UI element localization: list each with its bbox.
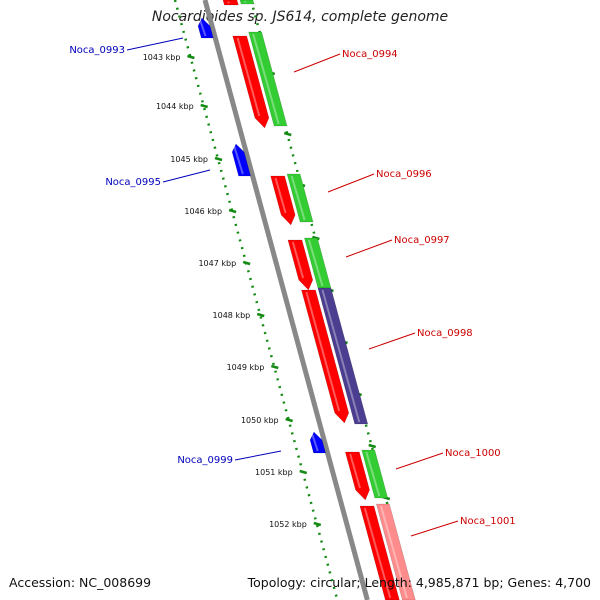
reverse-gene-arrow-highlight: [199, 19, 207, 37]
gene-leader-line: [410, 520, 459, 537]
forward-gene-arrow: [344, 451, 370, 501]
reverse-gene-arrow-highlight: [311, 433, 319, 452]
kbp-tick: [283, 131, 292, 137]
reverse-gene-arrow: [309, 431, 326, 454]
kbp-tick: [313, 521, 322, 527]
kbp-tick-label: 1051 kbp: [255, 468, 293, 477]
forward-gene-arrow-highlight: [349, 453, 361, 489]
accession-text: Accession: NC_008699: [9, 575, 152, 590]
gene-leader-line: [395, 452, 444, 470]
gene-label-noca_0998: Noca_0998: [417, 328, 473, 339]
forward-gene-arrow-highlight: [274, 177, 287, 214]
go-annotation-bar-highlight: [307, 239, 324, 287]
kbp-tick-label: 1045 kbp: [170, 155, 208, 164]
gene-leader-line: [162, 169, 211, 183]
forward-gene-arrow: [301, 289, 350, 424]
gene-label-noca_0994: Noca_0994: [342, 49, 398, 60]
forward-gene-arrow-highlight: [363, 507, 392, 599]
kbp-tick: [242, 260, 251, 266]
kbp-tick-label: 1046 kbp: [184, 207, 222, 216]
gene-leader-line: [345, 239, 393, 258]
go-annotation-bar: [361, 449, 389, 499]
kbp-tick-label: 1052 kbp: [269, 520, 307, 529]
kbp-tick: [299, 469, 308, 475]
gene-label-noca_0993: Noca_0993: [69, 45, 125, 56]
map-title: Nocardioides sp. JS614, complete genome: [151, 9, 449, 25]
go-annotation-bar: [376, 503, 416, 600]
reverse-gene-arrow-highlight: [233, 145, 244, 175]
gene-label-noca_1000: Noca_1000: [445, 448, 501, 459]
genome-backbone: [202, 0, 370, 600]
forward-gene-arrow: [232, 35, 270, 129]
forward-gene-arrow-highlight: [236, 37, 261, 117]
kbp-tick-label: 1043 kbp: [143, 53, 181, 62]
gene-label-noca_1001: Noca_1001: [460, 516, 516, 527]
go-annotation-bar: [239, 0, 255, 5]
kbp-tick: [187, 54, 195, 60]
gene-label-noca_0996: Noca_0996: [376, 169, 432, 180]
kbp-tick-label: 1050 kbp: [241, 416, 279, 425]
kbp-tick-label: 1048 kbp: [213, 311, 251, 320]
forward-gene-arrow-highlight: [227, 1, 230, 4]
genome-summary-text: Topology: circular; Length: 4,985,871 bp…: [247, 575, 591, 590]
kbp-tick: [228, 208, 237, 214]
kbp-tick: [200, 103, 209, 109]
go-annotation-bar-highlight: [379, 505, 408, 599]
forward-gene-arrow: [359, 505, 400, 600]
forward-gene-arrow: [287, 239, 314, 291]
gene-label-noca_0997: Noca_0997: [394, 235, 450, 246]
gene-leader-line: [327, 173, 375, 193]
go-annotation-bar-highlight: [290, 175, 306, 221]
go-annotation-bar-highlight: [252, 33, 280, 125]
kbp-tick-label: 1049 kbp: [227, 363, 265, 372]
go-annotation-bar: [317, 287, 369, 425]
kbp-tick-label: 1047 kbp: [198, 259, 236, 268]
go-annotation-bar-highlight: [321, 289, 361, 423]
forward-gene-arrow-highlight: [305, 291, 341, 412]
kbp-tick: [368, 443, 377, 449]
gene-leader-line: [234, 450, 282, 461]
kbp-tick: [270, 364, 279, 370]
gene-label-noca_0999: Noca_0999: [177, 455, 233, 466]
gene-leader-line: [368, 332, 416, 350]
go-annotation-bar: [286, 173, 314, 223]
forward-gene-arrow: [222, 0, 239, 6]
gene-leader-line: [126, 37, 184, 51]
go-annotation-bar: [248, 31, 288, 127]
reverse-gene-arrow: [231, 143, 251, 177]
kbp-tick-label: 1044 kbp: [156, 102, 194, 111]
reverse-gene-arrow: [197, 17, 214, 39]
gene-leader-line: [293, 53, 341, 73]
gene-label-noca_0995: Noca_0995: [105, 177, 161, 188]
go-annotation-bar-highlight: [365, 451, 381, 497]
kbp-tick: [214, 156, 223, 162]
forward-gene-arrow-highlight: [291, 241, 305, 279]
kbp-tick: [256, 312, 265, 318]
forward-gene-arrow: [270, 175, 296, 226]
kbp-tick: [285, 417, 293, 423]
